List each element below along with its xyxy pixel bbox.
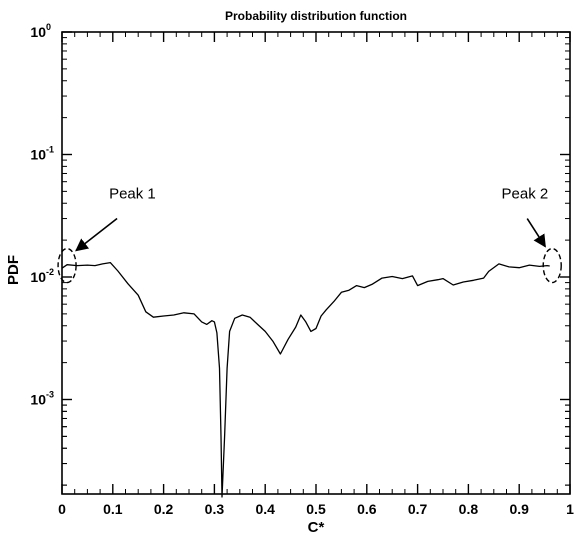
- y-tick-label: 10: [30, 392, 46, 408]
- y-axis-title: PDF: [5, 255, 22, 285]
- x-tick-label: 0.1: [103, 501, 123, 517]
- peak-label: Peak 1: [109, 186, 156, 203]
- x-tick-label: 0.5: [306, 501, 326, 517]
- y-tick-exponent: 0: [46, 22, 51, 32]
- x-tick-label: 1: [566, 501, 574, 517]
- x-tick-label: 0.8: [459, 501, 479, 517]
- chart-title: Probability distribution function: [225, 9, 407, 23]
- x-tick-label: 0.4: [255, 501, 275, 517]
- y-tick-label: 10: [30, 269, 46, 285]
- peak-label: Peak 2: [502, 186, 549, 203]
- x-tick-label: 0.2: [154, 501, 174, 517]
- peak-marker-ellipse: [57, 247, 77, 284]
- y-tick-exponent: -1: [46, 145, 54, 155]
- plot-frame: [61, 31, 571, 495]
- peak-arrow: [75, 217, 118, 252]
- y-tick-exponent: -3: [46, 390, 54, 400]
- x-tick-label: 0.6: [357, 501, 377, 517]
- y-tick-label: 10: [30, 24, 46, 40]
- annotations: Peak 1 Peak 2: [57, 186, 562, 284]
- x-tick-label: 0.7: [408, 501, 428, 517]
- x-axis: 0 0.1 0.2 0.3 0.4 0.5 0.6 0.7 0.8 0.9 1: [58, 32, 574, 517]
- peak-marker-ellipse: [542, 247, 562, 284]
- x-tick-label: 0: [58, 501, 66, 517]
- series-line: [61, 261, 550, 498]
- y-tick-label: 10: [30, 147, 46, 163]
- y-tick-exponent: -2: [46, 267, 54, 277]
- x-tick-label: 0.9: [509, 501, 529, 517]
- peak-arrow: [526, 218, 546, 248]
- x-tick-label: 0.3: [205, 501, 225, 517]
- x-axis-title: C*: [308, 519, 325, 536]
